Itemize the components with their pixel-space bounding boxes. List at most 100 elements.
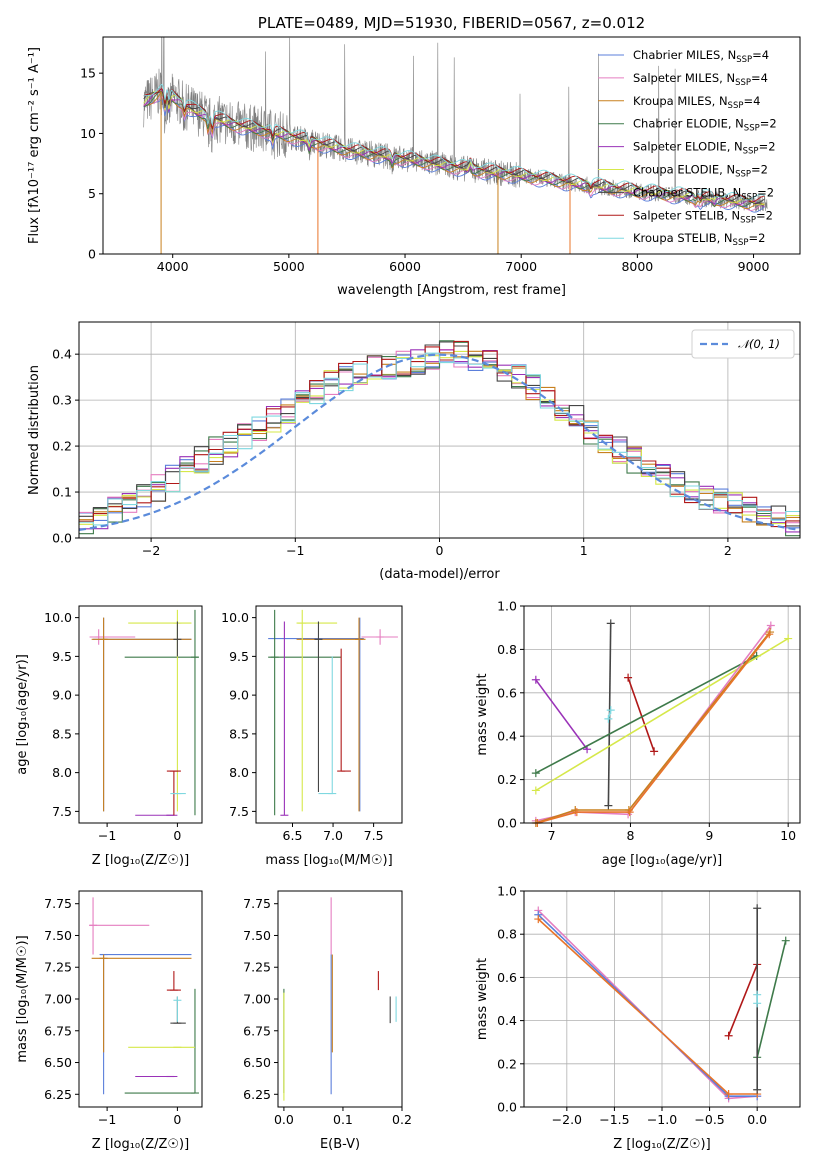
legend-name: Kroupa MILES, N	[633, 94, 728, 108]
residuals-ytick-label: 0.4	[52, 347, 72, 362]
weight-Z-ytick-label: 0.4	[497, 1013, 517, 1028]
legend-entry: Salpeter ELODIE, NSSP=2	[633, 140, 776, 157]
gaussian-curve	[79, 353, 800, 531]
weight-age-marker	[766, 621, 775, 630]
legend-suffix: =2	[748, 231, 765, 245]
weight-age-marker	[765, 630, 774, 639]
age-mass-ytick-label: 10.0	[221, 610, 249, 625]
residuals-ytick-label: 0.0	[52, 531, 72, 546]
legend-suffix: =2	[751, 163, 768, 177]
legend-entry: Salpeter MILES, NSSP=4	[633, 71, 768, 88]
legend-subscript: SSP	[743, 147, 759, 157]
legend-name: Kroupa ELODIE, N	[633, 163, 735, 177]
weight-Z-line	[727, 964, 758, 1036]
mass-Z-ytick-label: 6.25	[44, 1087, 72, 1102]
age-mass-ytick-label: 9.0	[229, 688, 249, 703]
gaussian-legend-label: 𝒩(0, 1)	[738, 337, 780, 351]
weight-Z-marker	[534, 915, 543, 924]
weight-age-ytick-label: 0.4	[497, 729, 517, 744]
legend-name: Salpeter STELIB, N	[633, 208, 740, 222]
mass-Z-xtick-label: −1	[98, 1112, 116, 1127]
spectrum-ylabel: Flux [fλ10⁻¹⁷ erg cm⁻² s⁻¹ A⁻¹]	[27, 47, 42, 244]
legend-suffix: =4	[752, 48, 769, 62]
mass-EBV-xtick-label: 0.0	[274, 1112, 294, 1127]
weight-age-line	[535, 655, 757, 774]
weight-age-marker	[572, 808, 581, 817]
spectrum-ytick-label: 15	[80, 66, 96, 81]
legend-entry: Chabrier ELODIE, NSSP=2	[633, 117, 777, 134]
weight-age-ytick-label: 0.0	[497, 816, 517, 831]
weight-Z-ytick-label: 0.8	[497, 927, 517, 942]
weight-Z-marker	[781, 936, 790, 945]
weight-age-xtick-label: 9	[705, 828, 713, 843]
age-Z-ytick-label: 8.0	[52, 765, 72, 780]
age-Z-ytick-label: 8.5	[52, 726, 72, 741]
legend-suffix: =2	[756, 208, 773, 222]
mass-EBV-frame	[277, 890, 403, 1108]
age-mass-xtick-label: 6.5	[283, 828, 303, 843]
age-mass-ytick-label: 7.5	[229, 804, 249, 819]
age-Z-xtick-label: −1	[98, 828, 116, 843]
mass-Z-ytick-label: 7.75	[44, 896, 72, 911]
weight-age-marker	[531, 675, 540, 684]
weight-age-line	[537, 633, 770, 824]
mass-Z-ytick-label: 7.50	[44, 928, 72, 943]
age-mass-xlabel: mass [log₁₀(M/M☉)]	[265, 853, 392, 868]
weight-age-line	[627, 677, 655, 752]
residuals-xtick-label: 2	[724, 543, 732, 558]
weight-age-marker	[531, 786, 540, 795]
mass-Z-plot	[89, 897, 199, 1095]
weight-age-marker	[625, 808, 634, 817]
age-Z-frame	[78, 605, 203, 824]
weight-age-ytick-label: 0.2	[497, 772, 517, 787]
weight-Z-marker	[753, 1085, 762, 1094]
residuals-xtick-label: 1	[580, 543, 588, 558]
weight-age-frame	[523, 605, 801, 824]
spectrum-xtick-label: 6000	[389, 259, 421, 274]
mass-Z-ylabel: mass [log₁₀(M/M☉)]	[15, 935, 30, 1062]
spectrum-xtick-label: 5000	[273, 259, 305, 274]
age-Z-ylabel: age [log₁₀(age/yr)]	[15, 654, 30, 775]
residuals-histogram	[79, 341, 800, 527]
residuals-xtick-label: −2	[142, 543, 160, 558]
mass-EBV-xtick-label: 0.1	[333, 1112, 353, 1127]
age-mass-plot	[268, 609, 398, 816]
weight-age-ylabel: mass weight	[475, 673, 490, 755]
weight-Z-xtick-label: −0.5	[694, 1112, 724, 1127]
residuals-xtick-label: 0	[436, 543, 444, 558]
weight-Z-marker	[724, 1031, 733, 1040]
legend-subscript: SSP	[728, 101, 744, 111]
legend-name: Salpeter ELODIE, N	[633, 140, 743, 154]
weight-age-ytick-label: 0.6	[497, 685, 517, 700]
weight-age-xlabel: age [log₁₀(age/yr)]	[602, 853, 723, 868]
legend-name: Chabrier ELODIE, N	[633, 117, 744, 131]
legend-name: Kroupa STELIB, N	[633, 231, 733, 245]
weight-age-line	[535, 631, 771, 824]
age-mass-ytick-label: 9.5	[229, 649, 249, 664]
weight-age-marker	[531, 769, 540, 778]
weight-Z-line	[756, 940, 787, 1058]
legend-name: Chabrier STELIB, N	[633, 185, 741, 199]
legend-suffix: =4	[751, 71, 768, 85]
mass-EBV-ytick-label: 6.25	[243, 1087, 271, 1102]
age-mass-xtick-label: 7.5	[364, 828, 384, 843]
age-mass-ytick-label: 8.0	[229, 765, 249, 780]
age-Z-ytick-label: 9.5	[52, 649, 72, 664]
residuals-ytick-label: 0.3	[52, 393, 72, 408]
age-mass-xtick-label: 7.0	[323, 828, 343, 843]
spectrum-model-line	[143, 88, 765, 203]
residuals-xlabel: (data-model)/error	[379, 567, 500, 582]
legend-entry: Kroupa ELODIE, NSSP=2	[633, 163, 768, 180]
weight-age-xtick-label: 7	[548, 828, 556, 843]
legend-subscript: SSP	[735, 170, 751, 180]
weight-Z-ytick-label: 0.0	[497, 1100, 517, 1115]
mass-EBV-xlabel: E(B-V)	[320, 1137, 360, 1152]
legend-entry: Chabrier STELIB, NSSP=2	[633, 185, 774, 202]
spectrum-xtick-label: 9000	[738, 259, 770, 274]
legend-suffix: =2	[759, 140, 776, 154]
mass-EBV-plot	[283, 897, 397, 1101]
residuals-histogram	[79, 352, 800, 526]
spectrum-xlabel: wavelength [Angstrom, rest frame]	[337, 283, 566, 298]
mass-EBV-ytick-label: 6.50	[243, 1055, 271, 1070]
